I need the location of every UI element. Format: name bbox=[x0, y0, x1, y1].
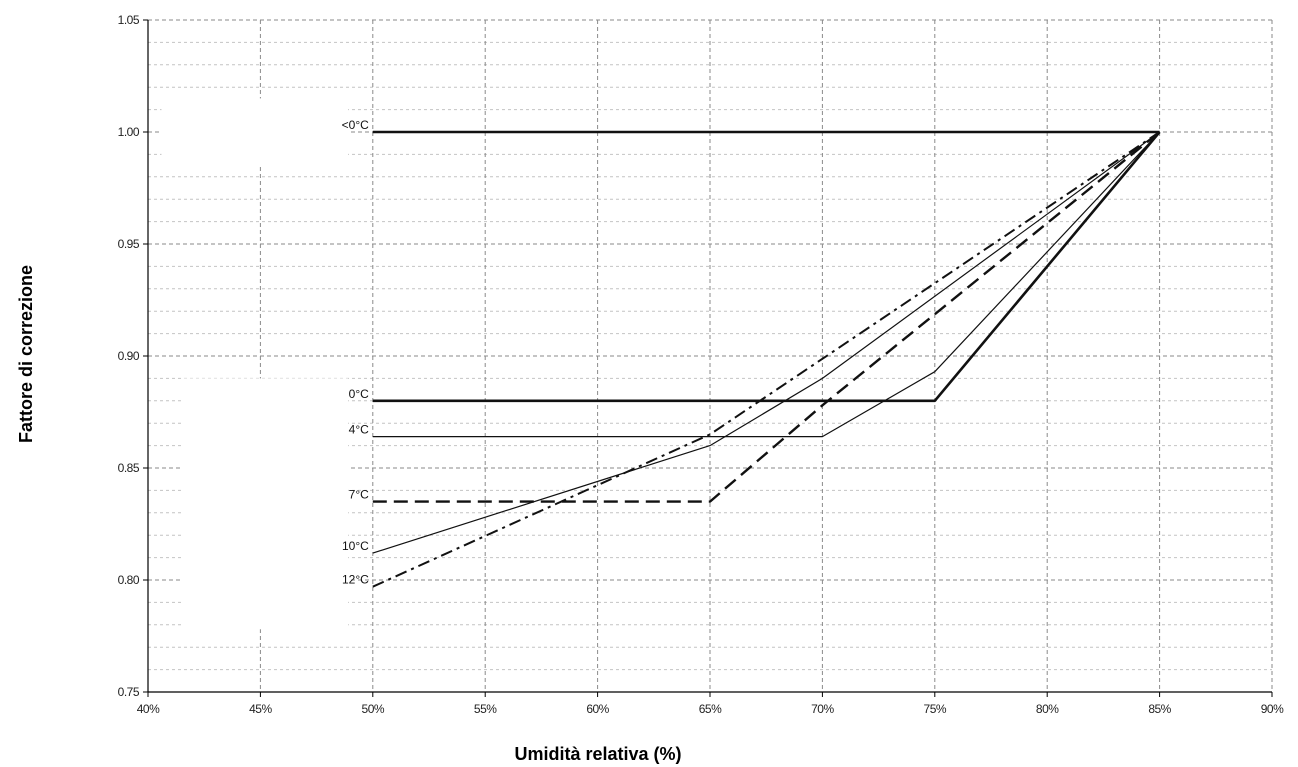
y-tick-label: 1.05 bbox=[118, 13, 140, 27]
x-axis-title: Umidità relativa (%) bbox=[514, 744, 681, 764]
series-labels: <0°C 0°C 4°C 7°C 10°C 12°C bbox=[342, 118, 369, 587]
label-mask bbox=[181, 378, 349, 630]
series-line bbox=[372, 131, 1161, 503]
x-tick-label: 50% bbox=[362, 702, 385, 716]
x-tick-labels: 40% 45% 50% 55% 60% 65% 70% 75% 80% 85% 90% bbox=[137, 702, 1285, 716]
y-tick-label: 0.80 bbox=[118, 573, 140, 587]
series-label: 10°C bbox=[342, 539, 369, 553]
series-label: 7°C bbox=[349, 488, 369, 502]
y-axis-title: Fattore di correzione bbox=[16, 265, 36, 443]
y-tick-label: 1.00 bbox=[118, 125, 140, 139]
x-tick-label: 40% bbox=[137, 702, 160, 716]
series-line bbox=[372, 131, 1161, 403]
series-line bbox=[372, 131, 1161, 588]
y-tick-labels: 0.75 0.80 0.85 0.90 0.95 1.00 1.05 bbox=[118, 13, 141, 699]
x-tick-label: 55% bbox=[474, 702, 497, 716]
x-tick-label: 80% bbox=[1036, 702, 1059, 716]
y-tick-label: 0.95 bbox=[118, 237, 140, 251]
label-mask bbox=[161, 98, 349, 166]
x-tick-label: 60% bbox=[586, 702, 609, 716]
y-tick-label: 0.90 bbox=[118, 349, 140, 363]
y-tick-label: 0.75 bbox=[118, 685, 140, 699]
series-label: 4°C bbox=[349, 423, 369, 437]
y-tick-label: 0.85 bbox=[118, 461, 140, 475]
x-tick-label: 45% bbox=[249, 702, 272, 716]
series-label: 0°C bbox=[349, 387, 369, 401]
series-line bbox=[372, 131, 1160, 554]
series-label: 12°C bbox=[342, 573, 369, 587]
x-tick-label: 90% bbox=[1261, 702, 1284, 716]
x-tick-label: 65% bbox=[699, 702, 722, 716]
x-tick-label: 85% bbox=[1148, 702, 1171, 716]
x-tick-label: 75% bbox=[924, 702, 947, 716]
label-masks bbox=[161, 98, 349, 630]
series-label: <0°C bbox=[342, 118, 369, 132]
series-line bbox=[372, 131, 1161, 438]
axes bbox=[143, 19, 1273, 697]
x-tick-label: 70% bbox=[811, 702, 834, 716]
series-lines bbox=[372, 130, 1161, 588]
